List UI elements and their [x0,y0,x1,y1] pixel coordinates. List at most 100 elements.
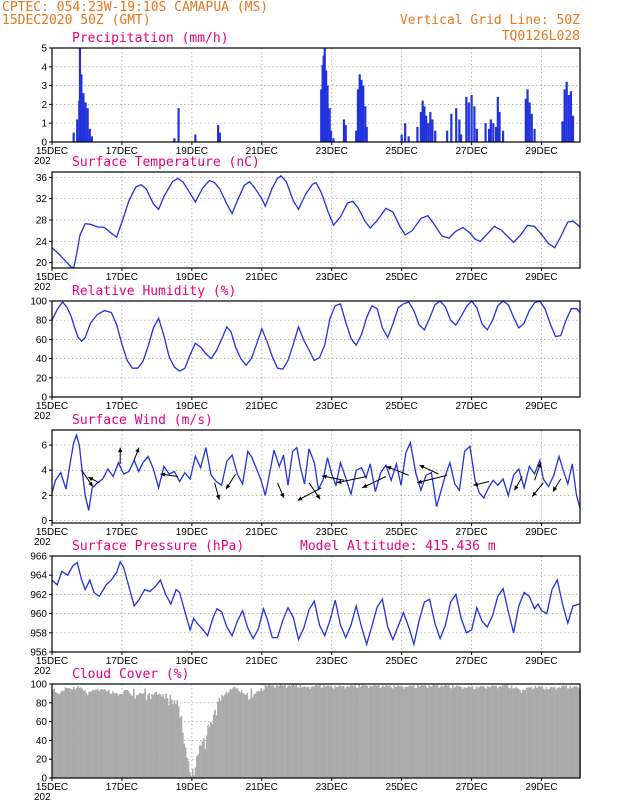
wind-arrow-head [473,482,479,487]
cloud-bar [165,693,167,778]
cloud-bar [121,694,124,778]
cloud-bar [503,684,506,778]
cloud-bar [93,690,96,778]
precip-bar [216,125,220,142]
cloud-bar [128,693,131,778]
precip-bar [416,126,419,142]
cloud-bar [432,684,435,778]
cloud-bar [419,685,422,778]
cloud-bar [570,688,573,778]
cloud-bar [527,687,530,778]
x-tick-label: 15DEC [36,782,68,793]
x-tick-label: 27DEC [455,782,487,793]
cloud-bar [249,698,251,778]
cloud-bar [81,688,83,778]
cloud-bar [330,685,332,778]
cloud-bar [170,699,173,778]
temp-line [51,174,581,269]
precip-bar [325,70,328,142]
cloud-bar [563,686,566,778]
cloud-bar [358,684,360,778]
cloud-bar [387,686,390,778]
cloud-bar [175,704,177,778]
cloud-bar [57,693,60,778]
rh-line [51,299,581,372]
cloud-bar [261,691,264,778]
cloud-bar [102,689,104,778]
wind-arrow-head [552,486,558,492]
cloud-bar [495,685,497,778]
cloud-bar [390,687,393,778]
cloud-bar [404,686,407,778]
cloud-bar [203,738,205,778]
cloud-bar [82,690,85,778]
header-date: 15DEC2020 50Z (GMT) [2,13,151,28]
x-tick-label: 17DEC [106,272,138,283]
cloud-bar [135,695,138,778]
cloud-bar [54,692,57,778]
cloud-bar [414,687,416,778]
wind-arrow [417,474,448,484]
y-tick-label: 958 [30,628,47,639]
cloud-bar [391,688,394,778]
x-tick-label: 23DEC [316,527,348,538]
cloud-bar [281,685,283,778]
precip-bar [487,128,491,142]
x-tick-label: 27DEC [455,656,487,667]
cloud-bar [208,726,211,778]
cloud-bar [496,688,499,778]
cloud-bar [376,685,379,778]
cloud-bar [263,689,265,778]
cloud-bar [161,696,163,778]
cloud-bar [531,689,534,778]
cloud-bar [257,691,260,778]
cloud-bar [131,696,134,778]
precip-bar [423,106,426,142]
cloud-bar [200,745,202,778]
cloud-bar [243,694,246,778]
cloud-bar [389,685,391,778]
cloud-bar [89,691,92,778]
precip-bar [365,126,368,142]
cloud-bar [218,697,221,778]
x-tick-label: 25DEC [386,782,418,793]
y-tick-label: 3 [41,81,47,92]
y-tick-label: 0 [41,516,47,527]
x-tick-label: 17DEC [106,401,138,412]
cloud-bar [126,689,128,778]
cloud-bar [398,686,401,778]
cloud-bar [319,684,321,778]
cloud-bar [442,686,444,778]
y-tick-label: 28 [36,216,48,227]
wind-arrow-head [419,465,425,470]
precip-bar [218,132,221,142]
x-tick-label: 25DEC [386,272,418,283]
cloud-bar [486,685,489,778]
cloud-bar [517,688,520,778]
x-tick-label: 21DEC [246,146,278,157]
cloud-bar [498,686,500,778]
cloud-bar [415,687,418,778]
cloud-bar [123,690,125,778]
cloud-bar [191,768,194,778]
cloud-bar [256,691,258,778]
cloud-bar [470,687,472,778]
cloud-bar [566,688,569,778]
cloud-bar [468,686,471,778]
y-tick-label: 4 [41,466,47,477]
y-tick-label: 4 [41,62,47,73]
x-tick-label: 21DEC [246,527,278,538]
cloud-bar [386,685,388,778]
x-tick-label: 15DEC [36,656,68,667]
cloud-bar [186,757,188,778]
cloud-bar [431,686,433,778]
x-year-label: 202 [34,792,51,800]
precip-bar [78,48,82,142]
panel-temp: 20 24 28 32 36 15DEC 17DEC 19DEC 21DEC 23DEC 25DEC… [34,155,581,293]
cloud-bar [229,688,232,778]
cloud-bar [337,686,339,778]
precip-bar [88,128,91,142]
cloud-bar [134,698,137,778]
cloud-bar [205,735,208,778]
